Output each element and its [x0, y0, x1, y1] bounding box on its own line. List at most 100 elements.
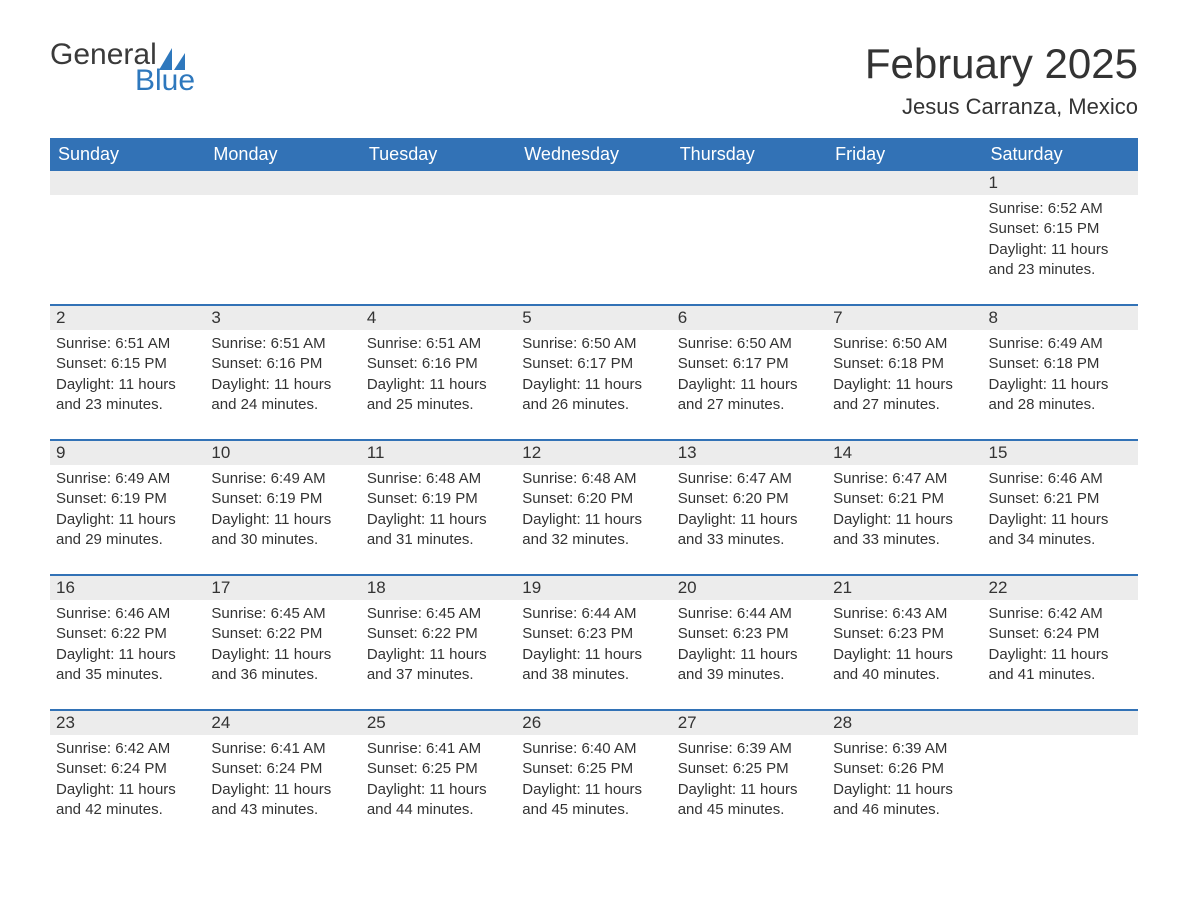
calendar-day-cell: 10 Sunrise: 6:49 AMSunset: 6:19 PMDayligh…	[205, 440, 360, 575]
sunrise-line: Sunrise: 6:47 AM	[678, 469, 821, 489]
sunrise-line: Sunrise: 6:46 AM	[56, 604, 199, 624]
daylight-line: Daylight: 11 hours and 39 minutes.	[678, 645, 821, 686]
day-number: 18	[361, 576, 516, 600]
calendar-day-cell	[983, 710, 1138, 844]
brand-word-2: Blue	[50, 66, 195, 96]
sunrise-line: Sunrise: 6:44 AM	[522, 604, 665, 624]
sunrise-line: Sunrise: 6:43 AM	[833, 604, 976, 624]
sunrise-line: Sunrise: 6:48 AM	[522, 469, 665, 489]
calendar-day-cell: 26 Sunrise: 6:40 AMSunset: 6:25 PMDayligh…	[516, 710, 671, 844]
calendar-week-row: 9Sunrise: 6:49 AMSunset: 6:19 PMDaylight…	[50, 440, 1138, 575]
daylight-line: Daylight: 11 hours and 29 minutes.	[56, 510, 199, 551]
daylight-line: Daylight: 11 hours and 34 minutes.	[989, 510, 1132, 551]
calendar-day-cell: 11Sunrise: 6:48 AMSunset: 6:19 PMDayligh…	[361, 440, 516, 575]
calendar-day-cell	[827, 171, 982, 305]
day-number: 16	[50, 576, 205, 600]
daylight-line: Daylight: 11 hours and 44 minutes.	[367, 780, 510, 821]
calendar-day-cell	[516, 171, 671, 305]
sunrise-line: Sunrise: 6:48 AM	[367, 469, 510, 489]
day-number: 11	[361, 441, 516, 465]
day-details: Sunrise: 6:49 AMSunset: 6:18 PMDaylight:…	[989, 334, 1132, 415]
day-details: Sunrise: 6:45 AMSunset: 6:22 PMDaylight:…	[211, 604, 354, 685]
day-details: Sunrise: 6:40 AMSunset: 6:25 PMDaylight:…	[522, 739, 665, 820]
weekday-header: Monday	[205, 138, 360, 171]
sunrise-line: Sunrise: 6:39 AM	[678, 739, 821, 759]
sunset-line: Sunset: 6:16 PM	[211, 354, 354, 374]
weekday-header: Wednesday	[516, 138, 671, 171]
day-details: Sunrise: 6:48 AMSunset: 6:20 PMDaylight:…	[522, 469, 665, 550]
sunrise-line: Sunrise: 6:45 AM	[211, 604, 354, 624]
day-details: Sunrise: 6:46 AMSunset: 6:22 PMDaylight:…	[56, 604, 199, 685]
day-number: 2	[50, 306, 205, 330]
sunrise-line: Sunrise: 6:50 AM	[522, 334, 665, 354]
sunset-line: Sunset: 6:23 PM	[678, 624, 821, 644]
sunset-line: Sunset: 6:17 PM	[678, 354, 821, 374]
calendar-day-cell: 4Sunrise: 6:51 AMSunset: 6:16 PMDaylight…	[361, 305, 516, 440]
sunrise-line: Sunrise: 6:45 AM	[367, 604, 510, 624]
day-number: 3	[205, 306, 360, 330]
sunrise-line: Sunrise: 6:41 AM	[367, 739, 510, 759]
sunrise-line: Sunrise: 6:47 AM	[833, 469, 976, 489]
calendar-day-cell: 7 Sunrise: 6:50 AMSunset: 6:18 PMDaylight…	[827, 305, 982, 440]
day-details: Sunrise: 6:43 AMSunset: 6:23 PMDaylight:…	[833, 604, 976, 685]
calendar-day-cell: 23Sunrise: 6:42 AMSunset: 6:24 PMDayligh…	[50, 710, 205, 844]
calendar-week-row: 1Sunrise: 6:52 AMSunset: 6:15 PMDaylight…	[50, 171, 1138, 305]
calendar-day-cell: 25Sunrise: 6:41 AMSunset: 6:25 PMDayligh…	[361, 710, 516, 844]
sunrise-line: Sunrise: 6:51 AM	[211, 334, 354, 354]
sunrise-line: Sunrise: 6:50 AM	[678, 334, 821, 354]
sunset-line: Sunset: 6:19 PM	[56, 489, 199, 509]
daylight-line: Daylight: 11 hours and 37 minutes.	[367, 645, 510, 686]
day-number: 10	[205, 441, 360, 465]
daylight-line: Daylight: 11 hours and 23 minutes.	[989, 240, 1132, 281]
day-details: Sunrise: 6:47 AMSunset: 6:21 PMDaylight:…	[833, 469, 976, 550]
sunset-line: Sunset: 6:22 PM	[56, 624, 199, 644]
day-number: 7	[827, 306, 982, 330]
calendar-week-row: 2 Sunrise: 6:51 AMSunset: 6:15 PMDaylight…	[50, 305, 1138, 440]
sunset-line: Sunset: 6:25 PM	[678, 759, 821, 779]
sunset-line: Sunset: 6:23 PM	[833, 624, 976, 644]
sunset-line: Sunset: 6:20 PM	[522, 489, 665, 509]
calendar-day-cell: 9Sunrise: 6:49 AMSunset: 6:19 PMDaylight…	[50, 440, 205, 575]
sunrise-line: Sunrise: 6:42 AM	[989, 604, 1132, 624]
day-details: Sunrise: 6:50 AMSunset: 6:18 PMDaylight:…	[833, 334, 976, 415]
sunrise-line: Sunrise: 6:49 AM	[211, 469, 354, 489]
day-number	[205, 171, 360, 195]
sunrise-line: Sunrise: 6:52 AM	[989, 199, 1132, 219]
calendar-day-cell: 12Sunrise: 6:48 AMSunset: 6:20 PMDayligh…	[516, 440, 671, 575]
day-number: 19	[516, 576, 671, 600]
day-details: Sunrise: 6:50 AMSunset: 6:17 PMDaylight:…	[678, 334, 821, 415]
daylight-line: Daylight: 11 hours and 33 minutes.	[678, 510, 821, 551]
sunrise-line: Sunrise: 6:39 AM	[833, 739, 976, 759]
day-details: Sunrise: 6:51 AMSunset: 6:15 PMDaylight:…	[56, 334, 199, 415]
weekday-header: Tuesday	[361, 138, 516, 171]
day-number	[50, 171, 205, 195]
calendar-day-cell: 6Sunrise: 6:50 AMSunset: 6:17 PMDaylight…	[672, 305, 827, 440]
day-details: Sunrise: 6:39 AMSunset: 6:26 PMDaylight:…	[833, 739, 976, 820]
daylight-line: Daylight: 11 hours and 28 minutes.	[989, 375, 1132, 416]
calendar-day-cell: 28Sunrise: 6:39 AMSunset: 6:26 PMDayligh…	[827, 710, 982, 844]
daylight-line: Daylight: 11 hours and 32 minutes.	[522, 510, 665, 551]
sunrise-line: Sunrise: 6:44 AM	[678, 604, 821, 624]
weekday-header: Thursday	[672, 138, 827, 171]
day-number	[983, 711, 1138, 735]
sunset-line: Sunset: 6:18 PM	[833, 354, 976, 374]
weekday-header-row: SundayMondayTuesdayWednesdayThursdayFrid…	[50, 138, 1138, 171]
calendar-day-cell	[50, 171, 205, 305]
day-number: 9	[50, 441, 205, 465]
day-number: 20	[672, 576, 827, 600]
day-number: 27	[672, 711, 827, 735]
daylight-line: Daylight: 11 hours and 45 minutes.	[522, 780, 665, 821]
sunset-line: Sunset: 6:20 PM	[678, 489, 821, 509]
day-details: Sunrise: 6:49 AMSunset: 6:19 PMDaylight:…	[211, 469, 354, 550]
sunset-line: Sunset: 6:26 PM	[833, 759, 976, 779]
calendar-day-cell: 17Sunrise: 6:45 AMSunset: 6:22 PMDayligh…	[205, 575, 360, 710]
day-number: 26	[516, 711, 671, 735]
calendar-day-cell: 5Sunrise: 6:50 AMSunset: 6:17 PMDaylight…	[516, 305, 671, 440]
day-details: Sunrise: 6:45 AMSunset: 6:22 PMDaylight:…	[367, 604, 510, 685]
sunrise-line: Sunrise: 6:46 AM	[989, 469, 1132, 489]
calendar-day-cell: 1Sunrise: 6:52 AMSunset: 6:15 PMDaylight…	[983, 171, 1138, 305]
calendar-day-cell: 8 Sunrise: 6:49 AMSunset: 6:18 PMDaylight…	[983, 305, 1138, 440]
calendar-day-cell: 16 Sunrise: 6:46 AMSunset: 6:22 PMDayligh…	[50, 575, 205, 710]
day-details: Sunrise: 6:51 AMSunset: 6:16 PMDaylight:…	[211, 334, 354, 415]
day-number: 8	[983, 306, 1138, 330]
